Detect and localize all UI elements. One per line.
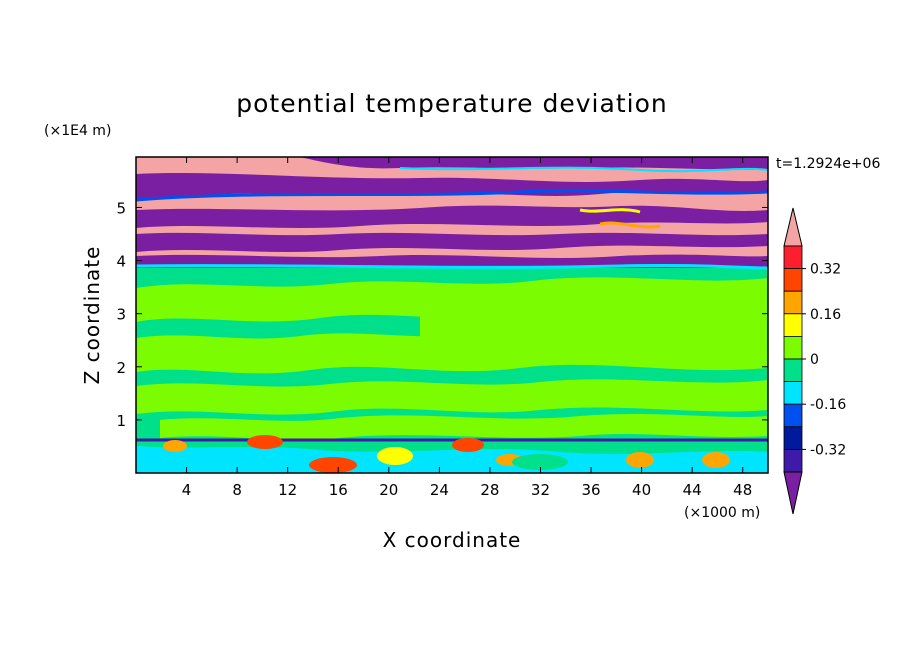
colorbar-level-1	[783, 268, 803, 292]
warm-patch-5	[452, 438, 484, 452]
transition-edge-1	[136, 189, 768, 202]
plot-area	[136, 157, 768, 473]
purple-band-top	[300, 157, 768, 170]
colorbar-level-7	[783, 403, 803, 428]
y-tick-label: 2	[116, 359, 126, 377]
transition-edge-2	[399, 166, 768, 173]
colorbar-level-9	[783, 448, 803, 473]
y-axis: 1 2 3 4 5	[116, 199, 768, 430]
lime-patch-3	[136, 331, 768, 374]
y-tick-label: 5	[116, 199, 126, 217]
colorbar-extend-min	[783, 471, 803, 515]
x-tick-label: 16	[329, 481, 348, 499]
lime-patch-4	[136, 379, 768, 415]
x-tick-label: 44	[683, 481, 702, 499]
cool-patch-1	[512, 454, 568, 470]
lime-patch-5	[160, 414, 768, 440]
colorbar-tick-label: -0.32	[810, 442, 846, 458]
transition-edge-3	[579, 208, 641, 214]
colorbar-tick-label: 0	[810, 352, 819, 368]
x-axis: 4 8 12 16 20 24 28 32 36 40 44 48	[182, 157, 752, 499]
x-tick-label: 48	[733, 481, 752, 499]
x-tick-label: 36	[581, 481, 600, 499]
colorbar-tick-label: -0.16	[810, 397, 846, 413]
y-axis-title: Z coordinate	[80, 246, 104, 385]
x-tick-label: 32	[531, 481, 550, 499]
colorbar-level-6	[783, 381, 803, 405]
transition-edge-4	[599, 221, 661, 229]
x-tick-label: 20	[379, 481, 398, 499]
colorbar-level-0	[783, 245, 803, 270]
purple-band-4	[136, 232, 768, 252]
y-tick-label: 4	[116, 253, 126, 271]
x-unit-label: (×1000 m)	[684, 505, 760, 521]
x-axis-title: X coordinate	[383, 528, 522, 552]
colorbar-level-5	[783, 358, 803, 383]
colorbar-tick-label: 0.16	[810, 307, 841, 323]
y-unit-label: (×1E4 m)	[44, 123, 111, 139]
colorbar-level-4	[783, 335, 803, 360]
colorbar-tick-label: 0.32	[810, 262, 841, 278]
warm-patch-8	[702, 452, 730, 468]
chart-title: potential temperature deviation	[236, 89, 667, 118]
time-label: t=1.2924e+06	[776, 156, 880, 172]
transition-edge-5	[136, 263, 768, 270]
boundary-cyan	[136, 446, 768, 473]
y-tick-label: 3	[116, 306, 126, 324]
x-tick-label: 4	[182, 481, 192, 499]
colorbar-level-2	[783, 290, 803, 315]
plot-frame	[135, 156, 769, 474]
warm-patch-2	[247, 435, 283, 449]
x-tick-label: 28	[480, 481, 499, 499]
x-tick-label: 8	[232, 481, 242, 499]
warm-patch-1	[163, 440, 187, 452]
warm-patch-7	[626, 452, 654, 468]
colorbar: 0.32 0.16 0 -0.16 -0.32	[783, 207, 846, 515]
x-tick-label: 40	[632, 481, 651, 499]
colorbar-level-3	[783, 313, 803, 337]
x-tick-label: 24	[430, 481, 449, 499]
x-tick-label: 12	[278, 481, 297, 499]
colorbar-extend-max	[783, 207, 803, 247]
warm-patch-4	[377, 447, 413, 465]
warm-patch-3	[309, 457, 357, 473]
y-tick-label: 1	[116, 412, 126, 430]
colorbar-level-8	[783, 426, 803, 450]
